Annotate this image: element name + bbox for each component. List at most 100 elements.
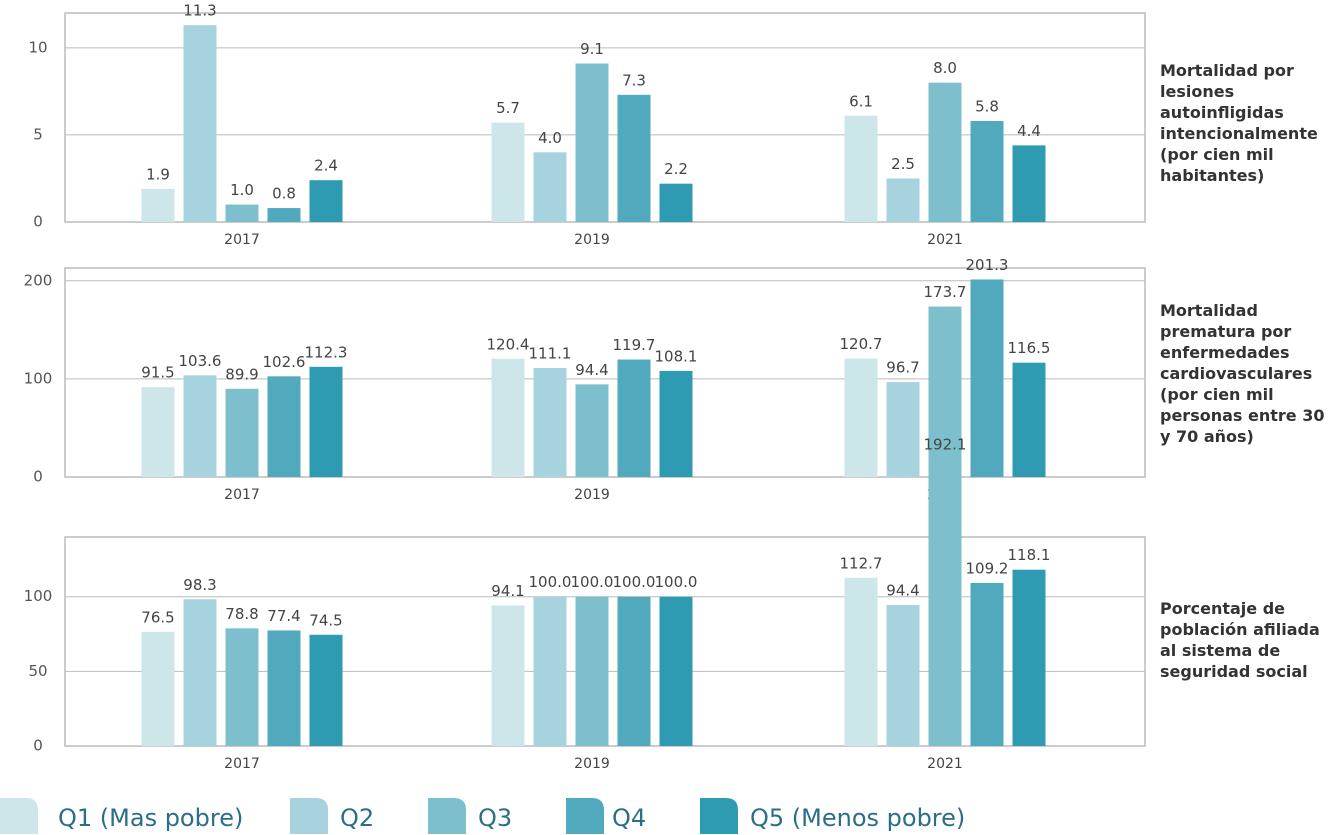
value-label: 4.4	[1017, 122, 1041, 140]
value-label: 109.2	[966, 559, 1009, 577]
value-label: 120.7	[840, 335, 883, 353]
y-tick-label: 0	[33, 213, 43, 231]
bar	[970, 279, 1004, 477]
y-tick-label: 50	[28, 662, 47, 680]
bar	[225, 204, 259, 222]
value-label: 78.8	[225, 605, 258, 623]
bar	[309, 180, 343, 222]
legend-swatch	[566, 798, 604, 834]
value-label: 4.0	[538, 129, 562, 147]
bar	[844, 358, 878, 477]
bar	[1012, 569, 1046, 746]
panel-title: Mortalidad por lesiones autoinfligidas i…	[1160, 61, 1318, 185]
bar	[659, 370, 693, 477]
value-label: 2.4	[314, 157, 338, 175]
panel-title: Porcentaje de población afiliada al sist…	[1160, 599, 1320, 681]
y-tick-label: 10	[28, 38, 47, 56]
bar	[886, 382, 920, 477]
value-label: 6.1	[849, 92, 873, 110]
y-tick-label: 0	[33, 737, 43, 755]
value-label: 100.0	[613, 573, 656, 591]
value-label: 173.7	[924, 283, 967, 301]
value-label: 100.0	[655, 573, 698, 591]
bar	[267, 630, 301, 746]
value-label: 100.0	[571, 573, 614, 591]
bar	[928, 459, 962, 746]
bar	[533, 596, 567, 746]
value-label: 112.7	[840, 554, 883, 572]
bar	[183, 599, 217, 746]
bar	[575, 384, 609, 477]
bar	[659, 183, 693, 222]
bar	[141, 387, 175, 477]
value-label: 1.0	[230, 181, 254, 199]
x-tick-label: 2017	[224, 232, 260, 248]
bar	[970, 582, 1004, 746]
value-label: 120.4	[487, 335, 530, 353]
legend-label: Q2	[340, 804, 374, 832]
y-tick-label: 200	[24, 271, 53, 289]
bar	[659, 596, 693, 746]
value-label: 7.3	[622, 71, 646, 89]
bar	[575, 596, 609, 746]
legend-swatch	[290, 798, 328, 834]
x-tick-label: 2021	[927, 756, 963, 772]
bar	[491, 122, 525, 222]
value-label: 94.4	[575, 361, 608, 379]
value-label: 2.5	[891, 155, 915, 173]
bar	[183, 25, 217, 222]
value-label: 74.5	[309, 611, 342, 629]
value-label: 100.0	[529, 573, 572, 591]
value-label: 111.1	[529, 344, 572, 362]
value-label: 89.9	[225, 365, 258, 383]
bar	[533, 367, 567, 477]
y-tick-label: 100	[24, 369, 53, 387]
x-tick-label: 2019	[574, 756, 610, 772]
value-label: 118.1	[1008, 546, 1051, 564]
legend-label: Q5 (Menos pobre)	[750, 804, 965, 832]
x-tick-label: 2021	[927, 232, 963, 248]
bar	[309, 634, 343, 746]
bar	[1012, 362, 1046, 477]
y-tick-label: 100	[24, 587, 53, 605]
value-label: 5.8	[975, 97, 999, 115]
legend-swatch	[0, 798, 38, 834]
value-label: 102.6	[263, 353, 306, 371]
value-label: 77.4	[267, 607, 300, 625]
bar	[844, 115, 878, 222]
value-label: 119.7	[613, 336, 656, 354]
x-tick-label: 2017	[224, 756, 260, 772]
panel-title: Mortalidad prematura por enfermedades ca…	[1160, 301, 1325, 446]
legend-label: Q1 (Mas pobre)	[58, 804, 243, 832]
value-label: 108.1	[655, 347, 698, 365]
bar	[183, 375, 217, 477]
value-label: 5.7	[496, 99, 520, 117]
value-label: 76.5	[141, 608, 174, 626]
bar	[533, 152, 567, 222]
value-label: 11.3	[183, 2, 216, 20]
value-label: 98.3	[183, 576, 216, 594]
bar	[575, 63, 609, 223]
bar	[491, 358, 525, 477]
x-tick-label: 2019	[574, 232, 610, 248]
y-tick-label: 5	[33, 125, 43, 143]
legend-label: Q3	[478, 804, 512, 832]
bar	[141, 188, 175, 222]
value-label: 201.3	[966, 256, 1009, 274]
x-tick-label: 2017	[224, 487, 260, 503]
value-label: 9.1	[580, 40, 604, 58]
value-label: 2.2	[664, 160, 688, 178]
bar	[141, 631, 175, 746]
bar	[1012, 145, 1046, 222]
legend-label: Q4	[612, 804, 646, 832]
bar	[844, 577, 878, 746]
bar	[491, 605, 525, 746]
bar	[617, 359, 651, 477]
value-label: 192.1	[924, 436, 967, 454]
bar	[928, 82, 962, 223]
bar	[225, 388, 259, 477]
value-label: 94.1	[491, 582, 524, 600]
bar	[617, 596, 651, 746]
